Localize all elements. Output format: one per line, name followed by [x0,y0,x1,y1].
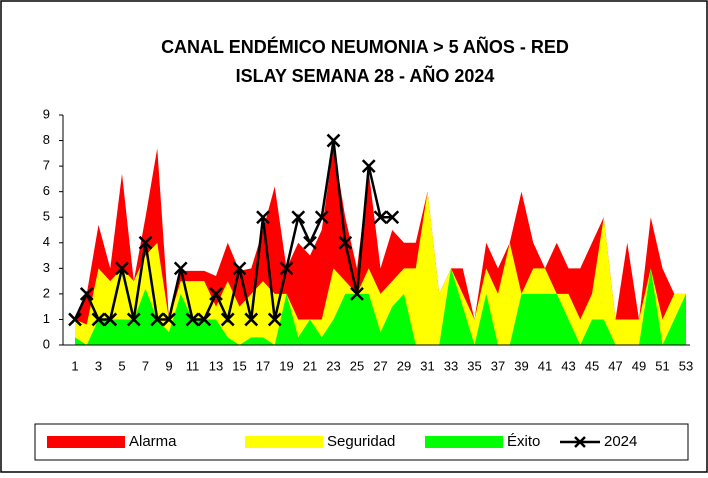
x-tick-label: 25 [350,358,364,373]
marker [244,312,259,327]
x-tick-label: 29 [397,358,411,373]
marker [232,261,247,276]
x-tick-label: 51 [655,358,669,373]
y-tick-label: 7 [43,158,50,173]
area [75,268,686,345]
marker [185,312,200,327]
marker [326,133,341,148]
marker [256,210,270,225]
legend-swatch [574,436,586,448]
y-tick-label: 5 [43,209,50,224]
marker [361,159,376,173]
x-tick-label: 27 [373,358,387,373]
legend-swatch [425,436,503,448]
x-tick-label: 53 [679,358,693,373]
legend-label: Seguridad [327,433,395,450]
x-tick-label: 9 [165,358,172,373]
marker [267,312,282,327]
x-tick-label: 1 [71,358,78,373]
marker [103,312,118,327]
x-tick-label: 49 [632,358,646,373]
y-tick-label: 1 [43,311,50,326]
x-tick-label: 21 [303,358,317,373]
legend-box [34,423,689,461]
marker [279,261,294,276]
x-tick-label: 23 [326,358,340,373]
x-tick-label: 5 [118,358,125,373]
y-tick-label: 3 [43,260,50,275]
x-tick-label: 43 [561,358,575,373]
marker [162,312,176,327]
y-tick-label: 0 [43,336,50,351]
x-tick-label: 33 [444,358,458,373]
marker [197,312,212,327]
x-tick-label: 47 [608,358,622,373]
x-tick-label: 15 [232,358,246,373]
x-tick-label: 19 [279,358,293,373]
legend-label: Alarma [129,433,177,450]
marker [173,261,188,276]
x-tick-label: 45 [585,358,599,373]
marker [115,261,129,276]
legend-label: Éxito [507,433,540,450]
y-tick-label: 6 [43,183,50,198]
y-tick-label: 9 [43,106,50,121]
x-tick-label: 17 [256,358,270,373]
y-tick-label: 4 [43,234,50,249]
y-tick-label: 8 [43,132,50,147]
chart-subtitle: ISLAY SEMANA 28 - AÑO 2024 [236,65,495,86]
x-tick-label: 7 [142,358,149,373]
x-tick-label: 13 [209,358,223,373]
marker [350,287,364,301]
x-tick-label: 35 [467,358,481,373]
chart-title: CANAL ENDÉMICO NEUMONIA > 5 AÑOS - RED [161,36,569,57]
marker [338,235,353,250]
y-tick-label: 2 [43,285,50,300]
marker [79,287,94,301]
marker [291,210,306,225]
x-tick-label: 11 [186,358,200,373]
marker [91,312,106,327]
marker [150,312,165,327]
marker [373,210,388,225]
line [73,140,393,324]
marker [314,210,329,225]
x-tick-label: 31 [420,358,434,373]
x-tick-label: 39 [514,358,528,373]
legend-label: 2024 [604,433,637,450]
marker [220,312,235,327]
x-tick-label: 3 [95,358,102,373]
x-tick-label: 41 [538,358,552,373]
marker [138,235,153,250]
x-tick-label: 37 [491,358,505,373]
legend-swatch [245,436,323,448]
marker [126,312,141,327]
marker [385,210,400,225]
marker [209,287,223,301]
marker [303,235,317,250]
marker [68,312,82,327]
legend-swatch [47,436,125,448]
